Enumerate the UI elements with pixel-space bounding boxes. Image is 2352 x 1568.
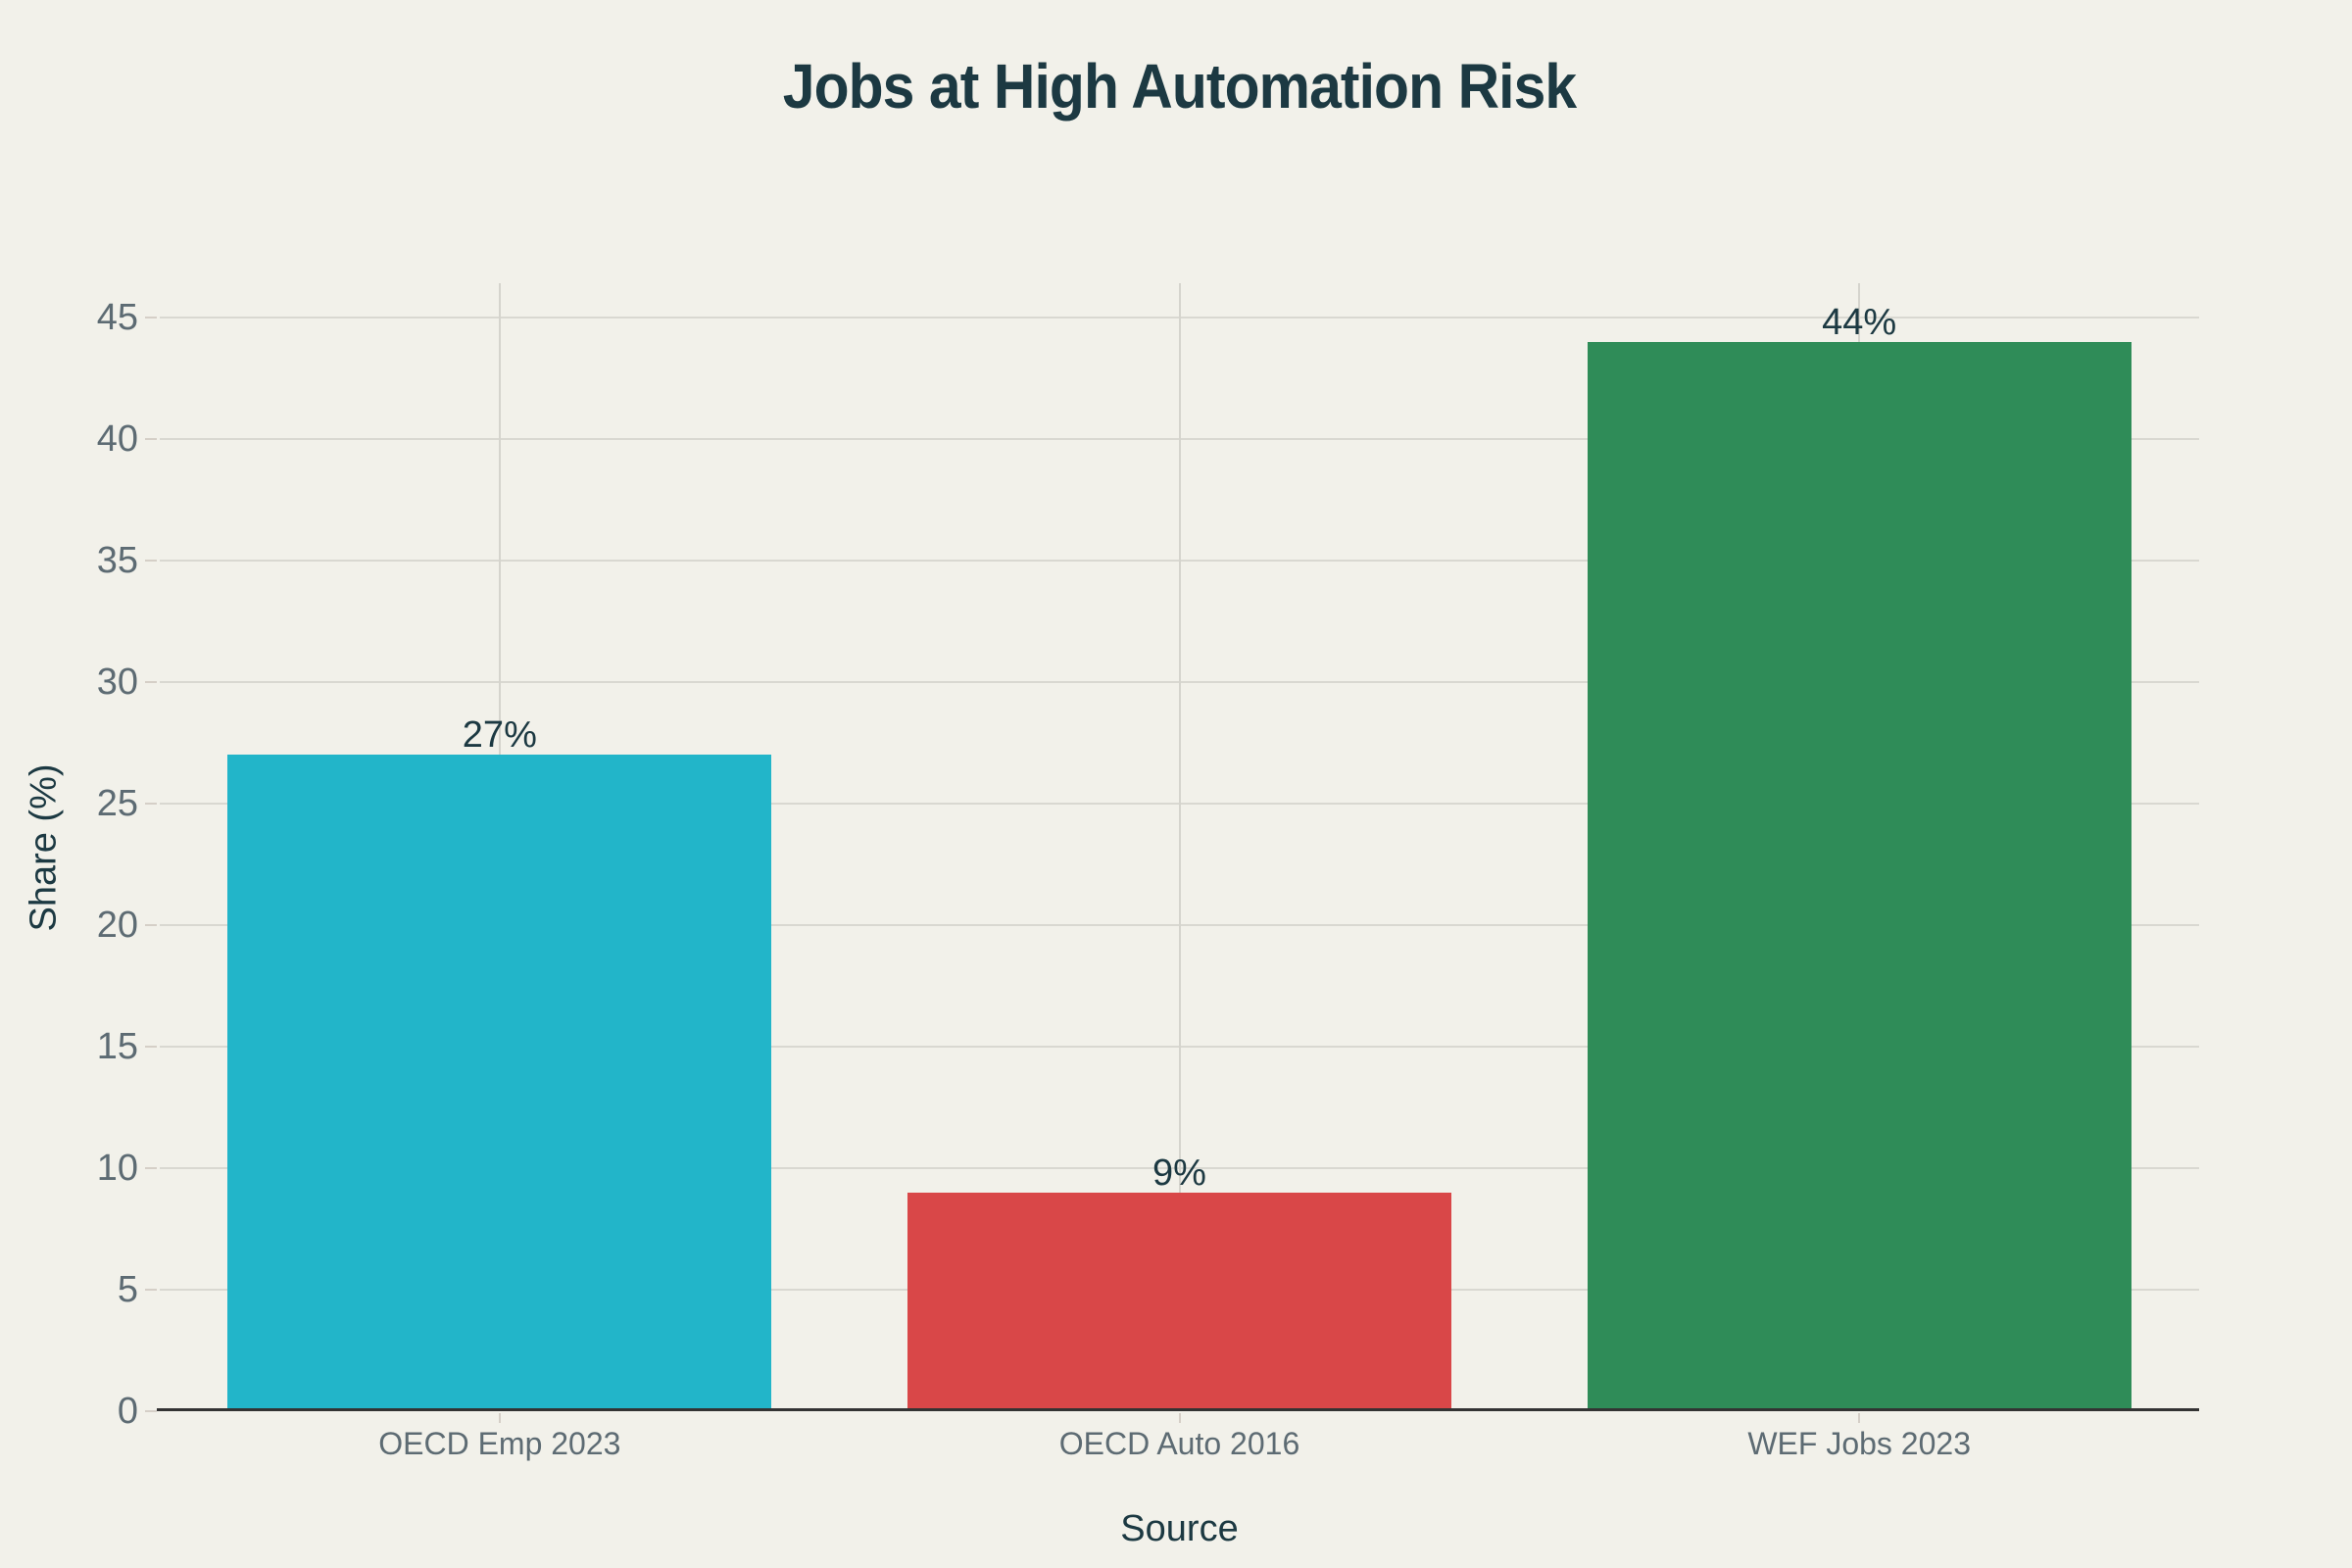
y-tick-mark <box>145 1410 157 1412</box>
x-tick-label: WEF Jobs 2023 <box>1747 1426 1971 1461</box>
y-tick-mark <box>145 802 157 805</box>
y-tick-label: 25 <box>96 782 138 824</box>
y-tick-mark <box>145 1166 157 1169</box>
x-tick-mark <box>1858 1413 1861 1423</box>
x-tick-mark <box>1178 1413 1181 1423</box>
y-tick-mark <box>145 923 157 926</box>
bar-value-label: 44% <box>1822 301 1897 343</box>
y-tick-mark <box>145 1288 157 1291</box>
x-tick-label: OECD Auto 2016 <box>1058 1426 1300 1461</box>
bar-3 <box>1587 341 2132 1411</box>
y-tick-mark <box>145 437 157 440</box>
y-tick-label: 40 <box>96 417 138 460</box>
y-tick-mark <box>145 316 157 318</box>
y-tick-label: 15 <box>96 1025 138 1067</box>
plot-area: 0 5 10 15 20 25 30 35 40 45 27% OECD Emp 2023 9% OECD… <box>97 283 2199 1460</box>
y-tick-label: 45 <box>96 296 138 338</box>
y-tick-label: 0 <box>117 1391 138 1432</box>
y-tick-mark <box>145 1045 157 1048</box>
y-tick-label: 30 <box>96 661 138 703</box>
bar-value-label: 9% <box>1152 1152 1206 1194</box>
y-tick-label: 20 <box>96 904 138 946</box>
x-tick-mark <box>498 1413 501 1423</box>
y-tick-label: 10 <box>96 1147 138 1189</box>
bar-value-label: 27% <box>462 714 537 757</box>
x-axis-line <box>157 1408 2199 1411</box>
y-tick-mark <box>145 680 157 683</box>
y-tick-mark <box>145 559 157 562</box>
y-tick-label: 5 <box>117 1268 138 1310</box>
y-tick-label: 35 <box>96 539 138 581</box>
x-gridline <box>1178 283 1181 1411</box>
x-axis-title: Source <box>1120 1508 1239 1549</box>
chart-title: Jobs at High Automation Risk <box>782 51 1577 122</box>
bar-1 <box>227 755 772 1411</box>
bar-2 <box>907 1192 1451 1411</box>
x-tick-label: OECD Emp 2023 <box>378 1426 621 1461</box>
